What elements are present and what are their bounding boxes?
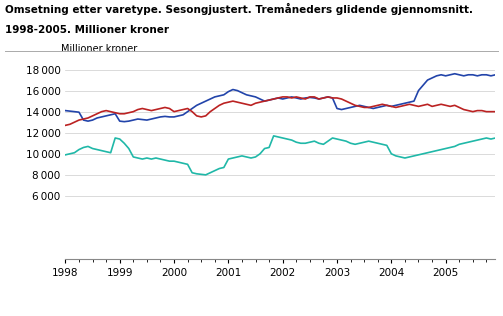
Text: 1998-2005. Millioner kroner: 1998-2005. Millioner kroner [5,25,169,35]
Innsatsvarer [492,73,498,77]
Konsumvarer [121,112,127,116]
Investeringsvarer [492,136,498,140]
Konsumvarer [185,106,191,110]
Konsumvarer [62,124,68,127]
Investeringsvarer [203,173,209,177]
Investeringsvarer [185,162,191,166]
Konsumvarer [280,95,286,99]
Innsatsvarer [284,96,290,100]
Innsatsvarer [253,95,259,99]
Investeringsvarer [253,155,259,159]
Innsatsvarer [452,72,458,76]
Investeringsvarer [302,141,308,145]
Investeringsvarer [62,153,68,157]
Line: Innsatsvarer: Innsatsvarer [65,74,495,122]
Innsatsvarer [121,120,127,124]
Line: Konsumvarer: Konsumvarer [65,97,495,125]
Investeringsvarer [465,140,471,144]
Investeringsvarer [121,141,127,145]
Konsumvarer [492,110,498,113]
Konsumvarer [284,95,290,99]
Investeringsvarer [289,138,295,142]
Konsumvarer [298,96,304,100]
Investeringsvarer [271,134,277,138]
Text: Millioner kroner: Millioner kroner [61,44,137,54]
Innsatsvarer [126,119,132,123]
Innsatsvarer [465,73,471,77]
Text: Omsetning etter varetype. Sesongjustert. Tremåneders glidende gjennomsnitt.: Omsetning etter varetype. Sesongjustert.… [5,3,473,15]
Innsatsvarer [189,106,195,110]
Innsatsvarer [62,109,68,112]
Konsumvarer [461,108,467,112]
Line: Investeringsvarer: Investeringsvarer [65,136,495,175]
Konsumvarer [248,103,254,107]
Innsatsvarer [298,97,304,101]
